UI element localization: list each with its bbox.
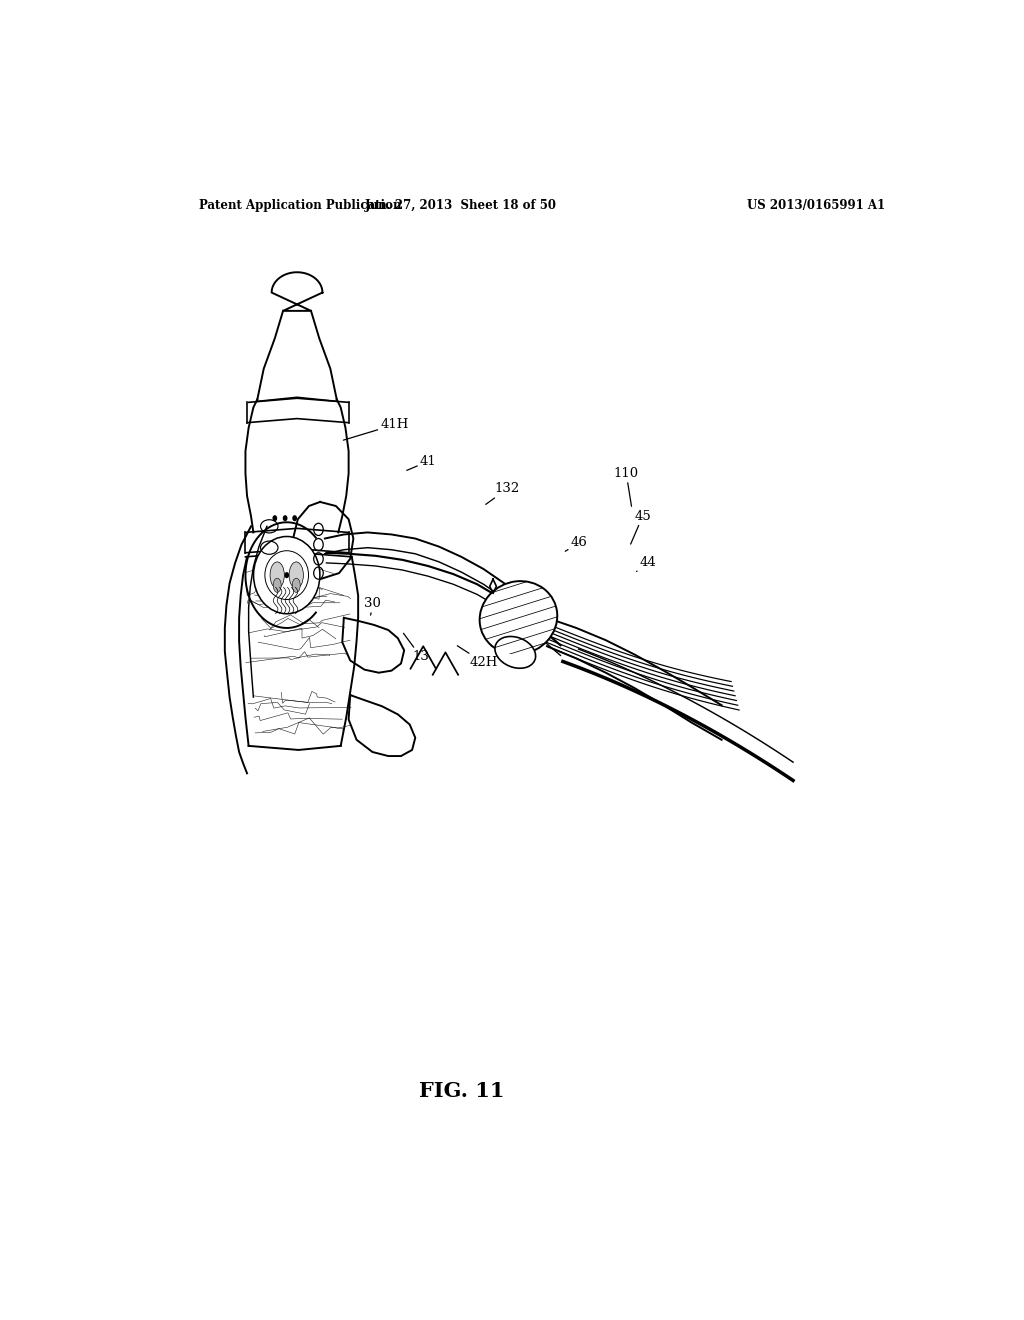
Text: FIG. 11: FIG. 11 [419,1081,504,1101]
Text: 32: 32 [514,636,536,651]
Ellipse shape [289,562,303,589]
Text: 115: 115 [515,607,544,624]
Text: 110: 110 [613,467,639,507]
Circle shape [285,572,289,578]
Text: 30: 30 [365,597,381,615]
Ellipse shape [479,581,557,655]
Text: 44: 44 [637,557,656,572]
Text: 46: 46 [565,536,588,552]
Circle shape [292,515,297,521]
Ellipse shape [265,550,308,599]
Text: 41: 41 [407,455,437,470]
Text: 40: 40 [517,620,536,636]
Text: 132: 132 [485,482,520,504]
Circle shape [272,515,278,521]
Text: 42H: 42H [458,645,498,669]
Text: 13: 13 [403,634,429,663]
Ellipse shape [495,636,536,668]
Text: Patent Application Publication: Patent Application Publication [200,199,402,213]
Ellipse shape [254,536,319,614]
Text: US 2013/0165991 A1: US 2013/0165991 A1 [748,199,885,213]
Text: 41H: 41H [343,418,409,440]
Ellipse shape [273,578,282,593]
Text: 92: 92 [492,645,512,661]
Text: 45: 45 [631,510,651,544]
Text: 130: 130 [518,597,549,612]
Circle shape [283,515,288,521]
Ellipse shape [270,562,285,589]
Text: Jun. 27, 2013  Sheet 18 of 50: Jun. 27, 2013 Sheet 18 of 50 [366,199,557,213]
Ellipse shape [292,578,300,593]
